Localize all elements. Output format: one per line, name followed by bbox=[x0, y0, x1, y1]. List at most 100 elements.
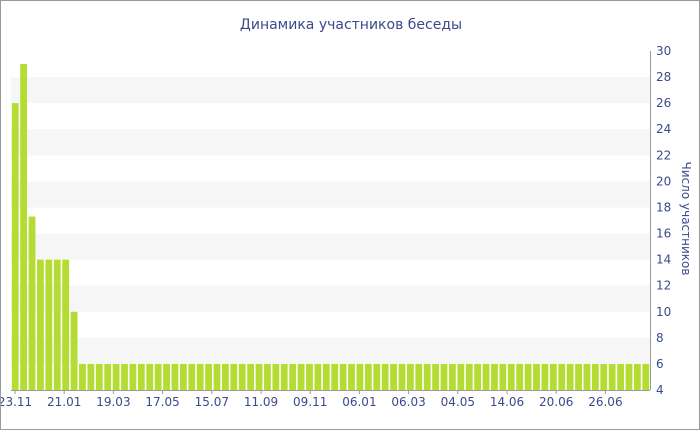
bar[interactable] bbox=[238, 363, 246, 390]
bar[interactable] bbox=[415, 363, 423, 390]
bar[interactable] bbox=[373, 363, 381, 390]
x-tick-label: 20.06 bbox=[539, 395, 573, 409]
x-axis-ticks: 23.11 21.01 19.03 17.05 15.07 11.09 09.11 06.01… bbox=[1, 390, 623, 409]
bar[interactable] bbox=[558, 363, 566, 390]
bar[interactable] bbox=[575, 363, 582, 390]
bar[interactable] bbox=[129, 363, 137, 390]
bar[interactable] bbox=[264, 363, 271, 390]
plot-bands bbox=[11, 77, 650, 364]
bar[interactable] bbox=[87, 363, 95, 390]
bar[interactable] bbox=[600, 363, 608, 390]
plot-band bbox=[11, 233, 650, 260]
bar[interactable] bbox=[381, 363, 389, 390]
bar[interactable] bbox=[28, 216, 36, 390]
bar[interactable] bbox=[432, 363, 439, 390]
bar[interactable] bbox=[348, 363, 355, 390]
bar[interactable] bbox=[297, 363, 305, 390]
x-tick-label: 17.05 bbox=[145, 395, 179, 409]
x-tick-label: 23.11 bbox=[1, 395, 32, 409]
bar[interactable] bbox=[516, 363, 524, 390]
bar[interactable] bbox=[364, 363, 372, 390]
bar[interactable] bbox=[255, 363, 263, 390]
bar[interactable] bbox=[339, 363, 347, 390]
bar[interactable] bbox=[356, 363, 364, 390]
x-tick-label: 06.03 bbox=[391, 395, 425, 409]
bar[interactable] bbox=[154, 363, 162, 390]
bar[interactable] bbox=[222, 363, 229, 390]
bar[interactable] bbox=[533, 363, 540, 390]
bar[interactable] bbox=[566, 363, 574, 390]
x-tick-label: 15.07 bbox=[195, 395, 229, 409]
y-axis-ticks: 4 6 8 10 12 14 16 18 20 22 24 26 28 30 bbox=[656, 44, 671, 397]
bar[interactable] bbox=[457, 363, 465, 390]
plot-band bbox=[11, 181, 650, 208]
bar[interactable] bbox=[398, 363, 406, 390]
y-tick-label: 10 bbox=[656, 305, 671, 319]
bar[interactable] bbox=[541, 363, 549, 390]
bar[interactable] bbox=[306, 363, 313, 390]
bar[interactable] bbox=[524, 363, 532, 390]
y-tick-label: 24 bbox=[656, 122, 671, 136]
bar[interactable] bbox=[171, 363, 179, 390]
bar[interactable] bbox=[289, 363, 297, 390]
bar[interactable] bbox=[11, 103, 19, 391]
bar[interactable] bbox=[20, 64, 28, 390]
bar[interactable] bbox=[95, 363, 103, 390]
y-tick-label: 14 bbox=[656, 253, 671, 267]
bar[interactable] bbox=[423, 363, 431, 390]
bar[interactable] bbox=[146, 363, 154, 390]
y-tick-label: 6 bbox=[656, 357, 664, 371]
bar[interactable] bbox=[112, 363, 120, 390]
bar[interactable] bbox=[549, 363, 557, 390]
bar[interactable] bbox=[633, 363, 641, 390]
bar[interactable] bbox=[280, 363, 288, 390]
bar[interactable] bbox=[406, 363, 414, 390]
bar[interactable] bbox=[247, 363, 255, 390]
bar[interactable] bbox=[617, 363, 624, 390]
bar[interactable] bbox=[625, 363, 633, 390]
bar[interactable] bbox=[507, 363, 515, 390]
bar[interactable] bbox=[121, 363, 128, 390]
bar[interactable] bbox=[163, 363, 170, 390]
bar[interactable] bbox=[474, 363, 482, 390]
bar[interactable] bbox=[608, 363, 616, 390]
chart-title: Динамика участников беседы bbox=[240, 17, 462, 33]
bar[interactable] bbox=[390, 363, 397, 390]
bar[interactable] bbox=[137, 363, 145, 390]
bar-series bbox=[11, 64, 650, 391]
bar[interactable] bbox=[449, 363, 456, 390]
bar[interactable] bbox=[213, 363, 221, 390]
bar[interactable] bbox=[45, 259, 53, 390]
x-tick-label: 06.01 bbox=[342, 395, 376, 409]
bar[interactable] bbox=[196, 363, 204, 390]
plot-band bbox=[11, 285, 650, 312]
bar[interactable] bbox=[188, 363, 196, 390]
bar[interactable] bbox=[230, 363, 238, 390]
bar[interactable] bbox=[499, 363, 507, 390]
plot-band bbox=[11, 77, 650, 104]
bar[interactable] bbox=[331, 363, 339, 390]
y-tick-label: 4 bbox=[656, 383, 664, 397]
bar[interactable] bbox=[322, 363, 330, 390]
bar[interactable] bbox=[37, 259, 44, 390]
bar[interactable] bbox=[62, 259, 70, 390]
x-tick-label: 09.11 bbox=[293, 395, 327, 409]
bar[interactable] bbox=[642, 363, 650, 390]
y-tick-label: 22 bbox=[656, 148, 671, 162]
bar[interactable] bbox=[104, 363, 112, 390]
bar[interactable] bbox=[482, 363, 490, 390]
bar[interactable] bbox=[491, 363, 498, 390]
bar[interactable] bbox=[440, 363, 448, 390]
bar[interactable] bbox=[179, 363, 187, 390]
bar[interactable] bbox=[591, 363, 599, 390]
bar[interactable] bbox=[70, 311, 78, 390]
bar[interactable] bbox=[79, 363, 86, 390]
bar[interactable] bbox=[272, 363, 280, 390]
bar[interactable] bbox=[314, 363, 322, 390]
bar[interactable] bbox=[53, 259, 61, 390]
bar[interactable] bbox=[583, 363, 591, 390]
bar[interactable] bbox=[465, 363, 473, 390]
bar[interactable] bbox=[205, 363, 212, 390]
plot-band bbox=[11, 337, 650, 364]
